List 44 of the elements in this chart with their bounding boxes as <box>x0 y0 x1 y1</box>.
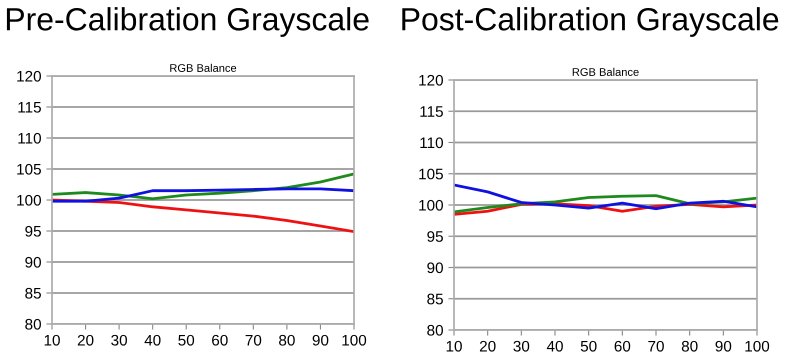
y-tick-label: 100 <box>17 194 41 206</box>
x-tick-label: 90 <box>312 334 328 346</box>
chart-title: Pre-Calibration Grayscale <box>6 7 369 37</box>
y-tick-label: 80 <box>427 324 443 336</box>
y-tick-label: 85 <box>25 288 41 299</box>
x-tick-label: 80 <box>682 340 698 352</box>
x-tick-label: 60 <box>212 334 228 346</box>
x-tick-label: 80 <box>279 334 295 346</box>
y-tick-label: 90 <box>427 262 443 274</box>
x-tick-label: 100 <box>745 340 770 352</box>
y-tick-label: 115 <box>18 102 41 113</box>
x-tick-label: 100 <box>342 334 366 346</box>
line-series <box>52 187 354 203</box>
x-tick-label: 10 <box>446 340 462 352</box>
chart-title: Post-Calibration Grayscale <box>402 7 778 37</box>
x-tick-label: 40 <box>546 340 563 352</box>
x-tick-label: 70 <box>648 340 664 352</box>
x-tick-label: 40 <box>144 334 161 346</box>
y-tick-label: 110 <box>18 132 41 144</box>
x-tick-label: 50 <box>580 340 597 352</box>
chart-subtitle: RGB Balance <box>170 64 236 72</box>
x-tick-label: 30 <box>513 340 530 352</box>
y-tick-label: 105 <box>419 168 443 180</box>
y-tick-label: 110 <box>420 137 443 148</box>
y-tick-label: 95 <box>25 226 41 237</box>
x-tick-label: 30 <box>111 334 128 346</box>
x-tick-label: 50 <box>178 334 194 346</box>
y-tick-label: 120 <box>419 74 443 86</box>
y-tick-label: 85 <box>427 294 443 304</box>
x-tick-label: 20 <box>78 334 94 346</box>
line-series <box>454 184 757 210</box>
y-tick-label: 120 <box>17 70 41 82</box>
x-tick-label: 90 <box>716 340 732 352</box>
x-tick-label: 10 <box>44 334 60 346</box>
y-tick-label: 105 <box>17 164 41 175</box>
x-tick-label: 60 <box>614 340 630 352</box>
y-tick-label: 115 <box>420 106 443 117</box>
x-tick-label: 20 <box>480 340 496 352</box>
chart-subtitle: RGB Balance <box>572 68 639 76</box>
y-tick-label: 95 <box>427 231 443 242</box>
y-tick-label: 90 <box>25 256 41 268</box>
y-tick-label: 80 <box>25 318 41 330</box>
x-tick-label: 70 <box>246 334 262 346</box>
y-tick-label: 100 <box>419 200 443 211</box>
